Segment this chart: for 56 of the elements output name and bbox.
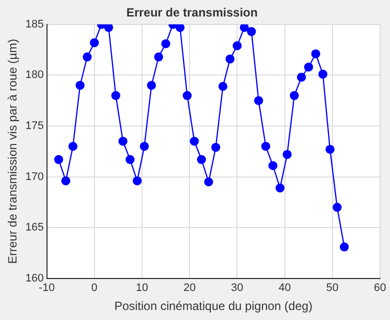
point bbox=[132, 176, 142, 186]
y-tick-label: 175 bbox=[25, 120, 44, 132]
point bbox=[226, 54, 235, 64]
point bbox=[254, 96, 264, 106]
x-tick-label: 20 bbox=[183, 282, 196, 294]
point bbox=[340, 242, 349, 252]
point bbox=[296, 72, 306, 82]
y-tick-label: 185 bbox=[25, 18, 44, 30]
point bbox=[290, 91, 299, 100]
point bbox=[154, 52, 164, 62]
y-tick-label: 165 bbox=[25, 222, 44, 234]
point bbox=[68, 142, 78, 151]
y-axis-title: Erreur de transmission vis par à roue (µm) bbox=[6, 38, 20, 264]
y-tick-label: 180 bbox=[25, 69, 44, 82]
point bbox=[104, 24, 114, 32]
point bbox=[261, 142, 270, 151]
point bbox=[182, 91, 192, 100]
point bbox=[211, 142, 220, 152]
point bbox=[118, 136, 128, 146]
point bbox=[161, 39, 170, 48]
point bbox=[232, 41, 242, 50]
point bbox=[276, 183, 285, 192]
point bbox=[326, 144, 335, 154]
point bbox=[246, 27, 256, 36]
point bbox=[268, 161, 278, 170]
point bbox=[318, 70, 328, 79]
point bbox=[190, 136, 199, 146]
chart-title: Erreur de transmission bbox=[126, 6, 258, 20]
point bbox=[76, 80, 85, 90]
point bbox=[82, 52, 92, 62]
point bbox=[304, 62, 314, 72]
point bbox=[146, 80, 156, 90]
x-tick-label: 30 bbox=[231, 282, 244, 294]
point bbox=[218, 82, 228, 91]
x-axis-title: Position cinématique du pignon (deg) bbox=[114, 299, 312, 314]
x-tick-label: 60 bbox=[374, 282, 386, 294]
point bbox=[140, 142, 149, 151]
point bbox=[332, 202, 342, 212]
x-tick-label: 0 bbox=[91, 282, 98, 294]
point bbox=[176, 24, 185, 32]
point bbox=[61, 176, 70, 186]
point bbox=[311, 49, 320, 58]
y-tick-label: 170 bbox=[25, 170, 44, 183]
point bbox=[54, 155, 64, 164]
y-tick-label: 160 bbox=[25, 272, 44, 284]
point bbox=[282, 150, 292, 159]
point bbox=[126, 155, 135, 164]
point bbox=[196, 155, 206, 164]
point bbox=[111, 91, 120, 100]
x-tick-label: 10 bbox=[136, 282, 148, 294]
point bbox=[204, 177, 214, 186]
point bbox=[90, 38, 99, 48]
x-tick-label: -10 bbox=[38, 282, 55, 294]
x-tick-label: 50 bbox=[326, 282, 339, 294]
point bbox=[240, 24, 249, 32]
x-tick-label: 40 bbox=[278, 282, 291, 294]
